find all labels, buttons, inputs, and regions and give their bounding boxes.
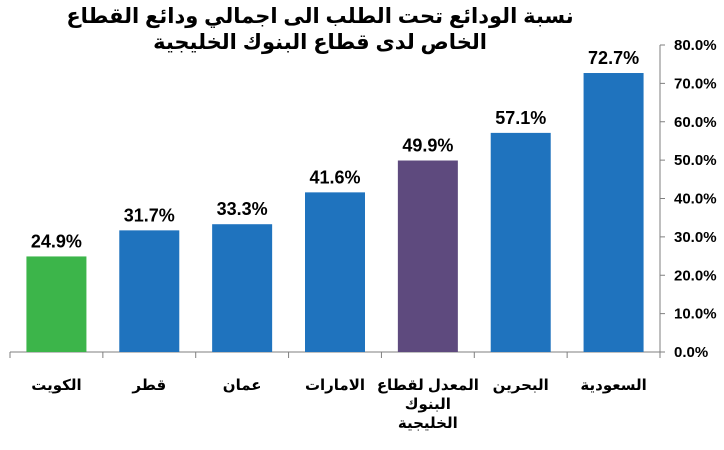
category-label: قطر (131, 377, 166, 394)
y-tick-label: 10.0% (674, 306, 717, 323)
category-label: السعودية (580, 377, 646, 394)
y-tick-label: 30.0% (674, 229, 717, 246)
y-tick-label: 80.0% (674, 37, 717, 54)
bar (583, 73, 644, 353)
chart-title: نسبة الودائع تحت الطلب الى اجمالي ودائع … (66, 5, 574, 54)
y-tick-label: 40.0% (674, 191, 717, 208)
category-label: الامارات (305, 377, 365, 394)
data-label: 57.1% (495, 108, 546, 128)
bar (490, 132, 551, 352)
data-label: 24.9% (31, 231, 82, 251)
category-label: الخليجية (398, 415, 458, 432)
bar (212, 224, 273, 352)
bar (305, 192, 365, 352)
y-tick-label: 60.0% (674, 114, 717, 131)
data-label: 33.3% (217, 199, 268, 219)
category-label: المعدل لقطاع (377, 377, 479, 394)
y-tick-label: 20.0% (674, 267, 717, 284)
y-tick-label: 70.0% (674, 75, 717, 92)
category-label: عمان (223, 377, 262, 394)
category-label: الكويت (31, 377, 81, 394)
bar (119, 230, 180, 352)
y-tick-label: 50.0% (674, 152, 717, 169)
data-label: 49.9% (402, 136, 453, 156)
data-label: 31.7% (124, 205, 175, 225)
data-label: 72.7% (588, 48, 639, 68)
category-label: البحرين (493, 377, 549, 394)
y-tick-label: 0.0% (674, 344, 708, 361)
bar (397, 160, 458, 352)
category-label: البنوك (405, 396, 451, 413)
data-label: 41.6% (309, 167, 360, 187)
bar (26, 256, 87, 352)
